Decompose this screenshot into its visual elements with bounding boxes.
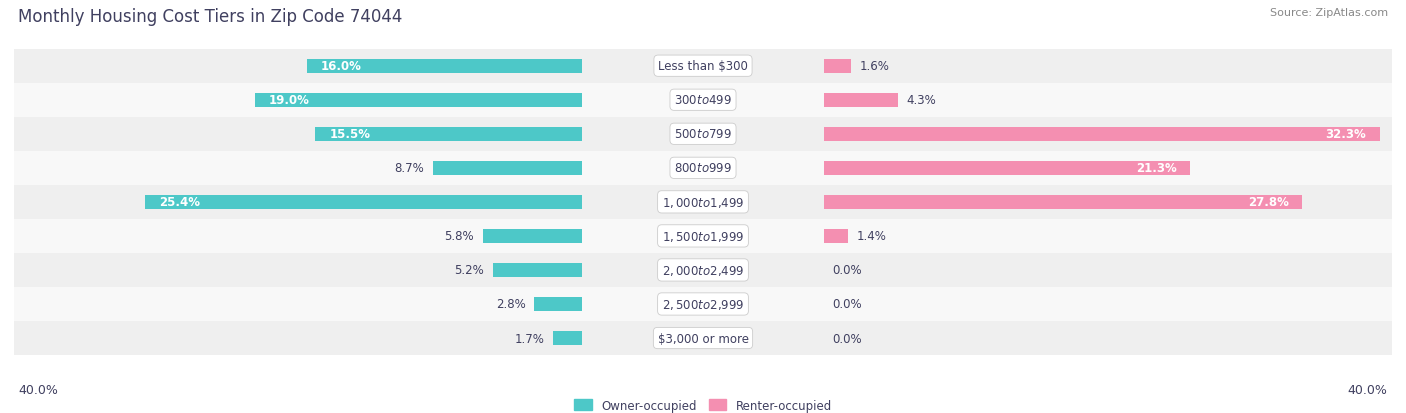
Text: 32.3%: 32.3%	[1326, 128, 1367, 141]
Bar	[14, 219, 1392, 253]
Bar	[14, 253, 1392, 287]
Bar	[482, 230, 582, 243]
Text: 5.8%: 5.8%	[444, 230, 474, 243]
Text: 2.8%: 2.8%	[496, 298, 526, 311]
Bar	[256, 94, 582, 107]
Text: 4.3%: 4.3%	[907, 94, 936, 107]
Bar	[14, 185, 1392, 219]
Text: Less than $300: Less than $300	[658, 60, 748, 73]
Bar	[14, 287, 1392, 321]
Bar	[824, 60, 851, 74]
Bar	[494, 263, 582, 277]
Bar	[824, 128, 1379, 141]
Bar	[824, 161, 1191, 175]
Text: 15.5%: 15.5%	[329, 128, 370, 141]
Text: 0.0%: 0.0%	[832, 264, 862, 277]
Bar	[315, 128, 582, 141]
Text: 25.4%: 25.4%	[159, 196, 200, 209]
Bar	[14, 117, 1392, 152]
Text: $3,000 or more: $3,000 or more	[658, 332, 748, 345]
Text: 16.0%: 16.0%	[321, 60, 361, 73]
Bar	[307, 60, 582, 74]
Bar	[14, 321, 1392, 355]
Bar	[824, 196, 1302, 209]
Text: 21.3%: 21.3%	[1136, 162, 1177, 175]
Text: $800 to $999: $800 to $999	[673, 162, 733, 175]
Text: 1.7%: 1.7%	[515, 332, 544, 345]
Bar	[553, 331, 582, 345]
Text: 8.7%: 8.7%	[394, 162, 425, 175]
Bar	[14, 83, 1392, 117]
Bar	[433, 161, 582, 175]
Text: 1.6%: 1.6%	[859, 60, 890, 73]
Text: 1.4%: 1.4%	[856, 230, 886, 243]
Text: $500 to $799: $500 to $799	[673, 128, 733, 141]
Text: 27.8%: 27.8%	[1247, 196, 1289, 209]
Bar	[824, 230, 848, 243]
Legend: Owner-occupied, Renter-occupied: Owner-occupied, Renter-occupied	[569, 394, 837, 413]
Text: Monthly Housing Cost Tiers in Zip Code 74044: Monthly Housing Cost Tiers in Zip Code 7…	[18, 8, 402, 26]
Text: 0.0%: 0.0%	[832, 332, 862, 345]
Text: $300 to $499: $300 to $499	[673, 94, 733, 107]
Text: $1,500 to $1,999: $1,500 to $1,999	[662, 229, 744, 243]
Bar	[824, 94, 897, 107]
Text: 40.0%: 40.0%	[18, 384, 58, 396]
Text: 19.0%: 19.0%	[269, 94, 309, 107]
Text: $2,000 to $2,499: $2,000 to $2,499	[662, 263, 744, 277]
Bar	[534, 297, 582, 311]
Bar	[145, 196, 582, 209]
Text: 0.0%: 0.0%	[832, 298, 862, 311]
Text: $1,000 to $1,499: $1,000 to $1,499	[662, 195, 744, 209]
Text: Source: ZipAtlas.com: Source: ZipAtlas.com	[1270, 8, 1388, 18]
Text: 5.2%: 5.2%	[454, 264, 484, 277]
Bar	[14, 152, 1392, 185]
Text: $2,500 to $2,999: $2,500 to $2,999	[662, 297, 744, 311]
Bar	[14, 50, 1392, 83]
Text: 40.0%: 40.0%	[1348, 384, 1388, 396]
